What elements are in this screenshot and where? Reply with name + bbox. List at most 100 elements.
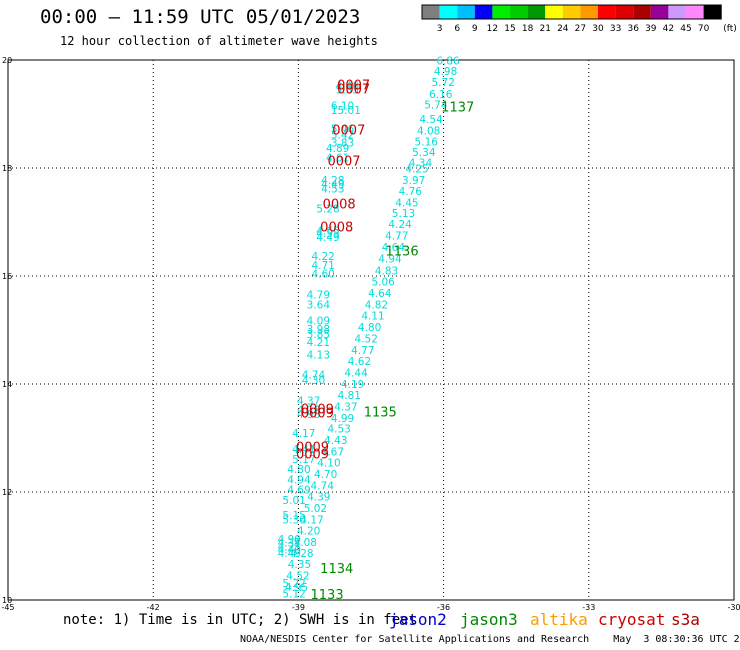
color-swatch [686,5,704,19]
swh-label: 5.30 [282,514,305,526]
swh-label: 3.83 [331,137,354,149]
swh-label: 4.09 [307,316,330,328]
swh-label: 4.30 [302,375,325,387]
x-tick-label: -45 [1,603,14,612]
swh-label: 4.70 [314,469,337,481]
swh-label: 4.17 [300,514,323,526]
y-tick-label: 14 [2,380,12,389]
swh-label: 4.80 [287,464,310,476]
swh-label: 4.76 [399,186,423,198]
swh-label: 4.53 [327,424,350,436]
pass-time-label: 1134 [320,562,353,577]
swh-label: 3.64 [307,299,331,311]
swh-label: 4.19 [341,379,364,391]
pass-time-label: 1136 [386,244,419,259]
swh-label: 4.62 [348,356,371,368]
swh-label: 5.13 [392,208,415,220]
swh-label: 4.24 [388,219,412,231]
legend-altika: altika [530,610,588,629]
swh-label: 4.17 [292,428,315,440]
color-swatch [598,5,616,19]
swh-label: 5.17 [292,454,315,466]
x-tick-label: -33 [582,603,595,612]
pass-time-label: 0009 [296,441,329,456]
swh-label: 3.98 [307,324,330,336]
swh-label: 4.55 [316,228,339,240]
color-swatch [492,5,510,19]
swh-label: 4.69 [287,485,310,497]
color-scale-label: 3 [437,24,443,34]
swh-label: 4.34 [278,538,302,550]
page-subtitle: 12 hour collection of altimeter wave hei… [60,34,378,48]
swh-label: 4.94 [378,254,402,266]
swh-label: 4.11 [361,311,384,323]
swh-label: 4.25 [405,163,428,175]
pass-time-label: 0007 [332,124,365,139]
swh-label: 4.54 [419,114,443,126]
swh-label: 5.28 [316,203,339,215]
swh-label: 15.01 [331,105,361,117]
swh-label: 5.06 [371,277,395,289]
swh-label: 4.79 [307,290,330,302]
swh-label: 4.98 [434,66,457,78]
swh-label: 4.43 [324,435,347,447]
swh-label: 4.44 [344,367,368,379]
swh-label: 5.74 [424,100,448,112]
swh-label: 4.61 [326,153,349,165]
pass-time-label: 0007 [327,154,360,169]
swh-label: 4.67 [321,446,344,458]
pass-time-label: 0008 [320,221,353,236]
swh-label: 4.45 [395,197,418,209]
color-scale-label: 21 [539,24,550,34]
swh-label: 5.46 [331,123,355,135]
color-swatch [527,5,546,19]
color-swatch [545,5,563,19]
color-swatch [615,5,634,19]
swh-label: 4.80 [358,322,381,334]
swh-label: 5.02 [304,503,327,515]
swh-label: 3.85 [307,329,330,341]
color-swatch [668,5,686,19]
swh-label: 4.82 [365,299,388,311]
x-tick-label: -39 [292,603,305,612]
y-tick-label: 18 [2,164,12,173]
color-scale-label: 9 [472,24,478,34]
y-tick-label: 12 [2,488,12,497]
swh-label: 4.65 [316,225,339,237]
swh-label: 5.01 [282,495,305,507]
swh-label: 5.22 [282,578,305,590]
pass-time-label: 1135 [364,405,397,420]
pass-time-label: 0009 [296,448,329,463]
color-scale-border [421,4,722,20]
legend-jason2: jason2 [389,610,447,629]
pass-time-label: 0008 [323,198,356,213]
swh-label: 5.35 [336,84,359,96]
swh-label: 4.39 [307,492,330,504]
color-scale-label: 33 [610,24,621,34]
color-swatch [703,5,722,19]
color-swatch [562,5,581,19]
color-swatch [439,5,458,19]
color-scale-label: 12 [487,24,498,34]
pass-time-label: 1133 [311,588,344,603]
color-scale-label: 36 [627,24,639,34]
color-scale-unit: (ft) [723,24,737,34]
swh-label: 4.99 [331,413,354,425]
swh-label: 5.15 [282,510,305,522]
note-text: note: 1) Time is in UTC; 2) SWH is in fe… [63,612,418,628]
swh-label: 4.94 [287,474,311,486]
swh-label: 4.77 [351,345,374,357]
swh-label: 5.16 [415,136,439,148]
swh-label: 4.35 [288,559,311,571]
color-scale-label: 24 [557,24,569,34]
swh-label: 4.52 [355,333,378,345]
page-title: 00:00 — 11:59 UTC 05/01/2023 [40,6,361,28]
swh-label: 4.64 [368,288,392,300]
swh-label: 4.83 [375,265,398,277]
y-tick-label: 16 [2,272,12,281]
pass-time-label: 1137 [441,100,474,115]
swh-label: 4.49 [321,179,344,191]
color-swatch [650,5,669,19]
swh-label: 4.98 [297,409,320,421]
